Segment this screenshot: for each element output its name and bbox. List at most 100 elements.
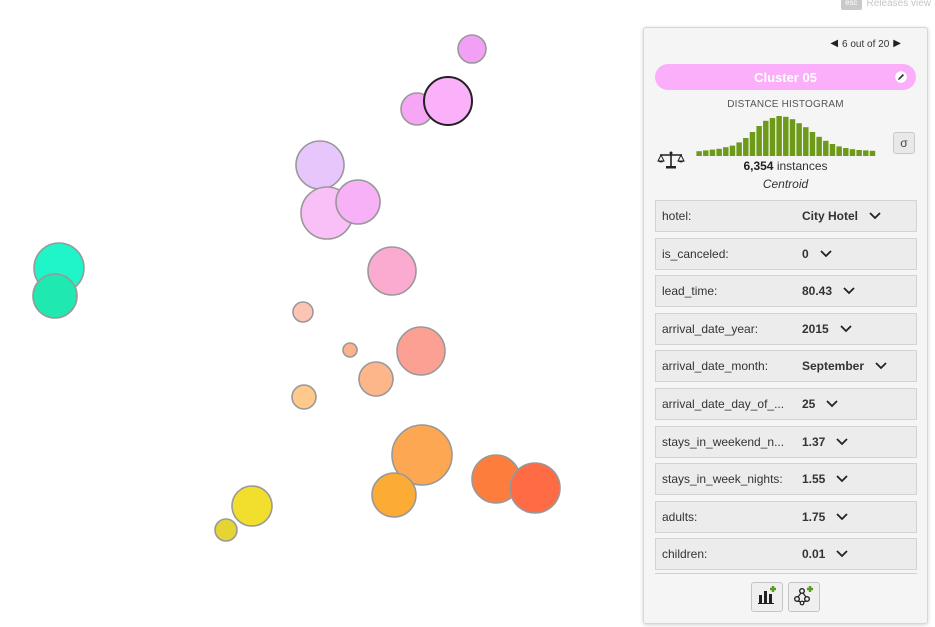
triangle-left-icon[interactable]: ◀ [830, 38, 839, 49]
centroid-fields-list[interactable]: hotel: City Hotel is_canceled: 0 lead_time: 8… [655, 200, 917, 574]
histogram-bar [769, 118, 776, 156]
chevron-down-icon[interactable] [835, 549, 849, 559]
centroid-field-row[interactable]: hotel: City Hotel [655, 200, 917, 232]
triangle-right-icon[interactable]: ▶ [893, 38, 901, 49]
add-model-icon [793, 584, 815, 611]
field-value: September [802, 359, 865, 374]
centroid-field-row[interactable]: is_canceled: 0 [655, 237, 917, 270]
centroid-label: Centroid [762, 177, 809, 191]
instances-number: 6,354 [743, 159, 774, 173]
field-name: stays_in_week_nights: [662, 472, 783, 487]
field-value: City Hotel [802, 209, 859, 223]
centroid-field-row[interactable]: arrival_date_day_of_... 25 [655, 387, 917, 420]
histogram-bar [849, 149, 856, 156]
field-value: 25 [802, 396, 816, 411]
cluster-bubble[interactable] [457, 34, 487, 64]
field-name: adults: [662, 509, 698, 524]
chevron-down-icon[interactable] [825, 399, 839, 409]
chevron-down-icon[interactable] [835, 474, 849, 484]
field-name: stays_in_weekend_n... [662, 434, 785, 449]
cluster-bubble[interactable] [295, 140, 345, 190]
cluster-bubble[interactable] [371, 472, 417, 518]
panel-actions [751, 582, 820, 612]
cluster-bubble[interactable] [291, 384, 317, 410]
cluster-bubble-selected[interactable] [423, 76, 473, 126]
cluster-details-panel: ◀ 6 out of 20 ▶ Cluster 05 DISTANCE HIST… [643, 27, 928, 624]
histogram-bar [749, 132, 756, 156]
releases-view-link[interactable]: Releases view [866, 0, 931, 9]
field-value: 1.55 [802, 472, 826, 487]
balance-scale-icon[interactable] [657, 150, 685, 170]
pencil-icon[interactable] [894, 70, 908, 84]
histogram-bar [716, 148, 722, 156]
histogram-title: DISTANCE HISTOGRAM [727, 99, 844, 110]
field-value: 80.43 [802, 284, 833, 299]
chevron-down-icon[interactable] [819, 249, 833, 259]
centroid-field-row[interactable]: children: 0.01 [655, 538, 917, 571]
chevron-down-icon[interactable] [835, 437, 849, 447]
histogram-bar [816, 136, 822, 156]
histogram-bar [803, 127, 809, 156]
centroid-field-row[interactable]: lead_time: 80.43 [655, 275, 917, 308]
cluster-bubble[interactable] [358, 361, 394, 397]
histogram-bar [863, 150, 869, 156]
field-name: is_canceled: [662, 246, 729, 261]
cluster-bubbles-svg[interactable] [0, 0, 640, 627]
cluster-bubble[interactable] [342, 342, 358, 358]
histogram-bar [776, 116, 782, 156]
cluster-name: Cluster 05 [754, 69, 817, 85]
centroid-field-row[interactable]: stays_in_week_nights: 1.55 [655, 463, 917, 496]
histogram-bar [729, 145, 736, 156]
histogram-bar [809, 132, 816, 156]
cluster-bubble[interactable] [396, 326, 446, 376]
chevron-down-icon[interactable] [842, 286, 856, 296]
histogram-bar [783, 116, 789, 156]
cluster-bubble[interactable] [391, 424, 453, 486]
histogram-bar [736, 142, 742, 156]
chevron-down-icon[interactable] [874, 361, 888, 371]
cluster-bubble[interactable] [292, 301, 314, 323]
field-value: 2015 [802, 321, 829, 336]
histogram-bar [743, 138, 749, 156]
field-value: 0 [802, 246, 809, 261]
histogram-bar [856, 150, 862, 156]
add-chart-icon [756, 584, 778, 611]
instances-count: 6,354 instances [644, 159, 927, 173]
cluster-bubble[interactable] [367, 246, 417, 296]
histogram-bar [823, 140, 829, 156]
histogram-bar [789, 119, 796, 156]
cluster-bubble[interactable] [32, 273, 78, 319]
add-model-button[interactable] [788, 582, 820, 612]
cluster-title-bar[interactable]: Cluster 05 [655, 64, 916, 90]
field-name: arrival_date_day_of_... [662, 396, 785, 411]
chevron-down-icon[interactable] [839, 324, 853, 334]
sigma-button[interactable]: σ [893, 132, 915, 154]
cluster-bubble[interactable] [335, 179, 381, 225]
field-value: 1.37 [802, 434, 826, 449]
field-name: children: [662, 547, 708, 562]
centroid-field-row[interactable]: arrival_date_month: September [655, 350, 917, 383]
instances-label: instances [776, 159, 828, 173]
cluster-bubble[interactable] [509, 462, 561, 514]
cluster-bubble[interactable] [214, 518, 238, 542]
chevron-down-icon[interactable] [868, 211, 882, 221]
field-name: lead_time: [662, 284, 718, 299]
cluster-map[interactable] [0, 0, 640, 627]
field-value: 1.75 [802, 509, 826, 524]
histogram-bar [723, 147, 729, 156]
histogram-bar [763, 120, 769, 156]
field-name: hotel: [662, 209, 692, 223]
centroid-field-row[interactable]: arrival_date_year: 2015 [655, 312, 917, 345]
cluster-bubble[interactable] [231, 485, 273, 527]
esc-hint: esc Releases view [841, 0, 931, 10]
field-name: arrival_date_month: [662, 359, 769, 374]
histogram-bar [836, 146, 842, 156]
add-chart-button[interactable] [751, 582, 783, 612]
histogram-bar [696, 151, 702, 156]
centroid-field-row[interactable]: adults: 1.75 [655, 500, 917, 533]
histogram-bar [703, 150, 709, 156]
esc-key-badge: esc [841, 0, 862, 10]
chevron-down-icon[interactable] [835, 512, 849, 522]
histogram-bar [843, 148, 849, 156]
centroid-field-row[interactable]: stays_in_weekend_n... 1.37 [655, 425, 917, 458]
